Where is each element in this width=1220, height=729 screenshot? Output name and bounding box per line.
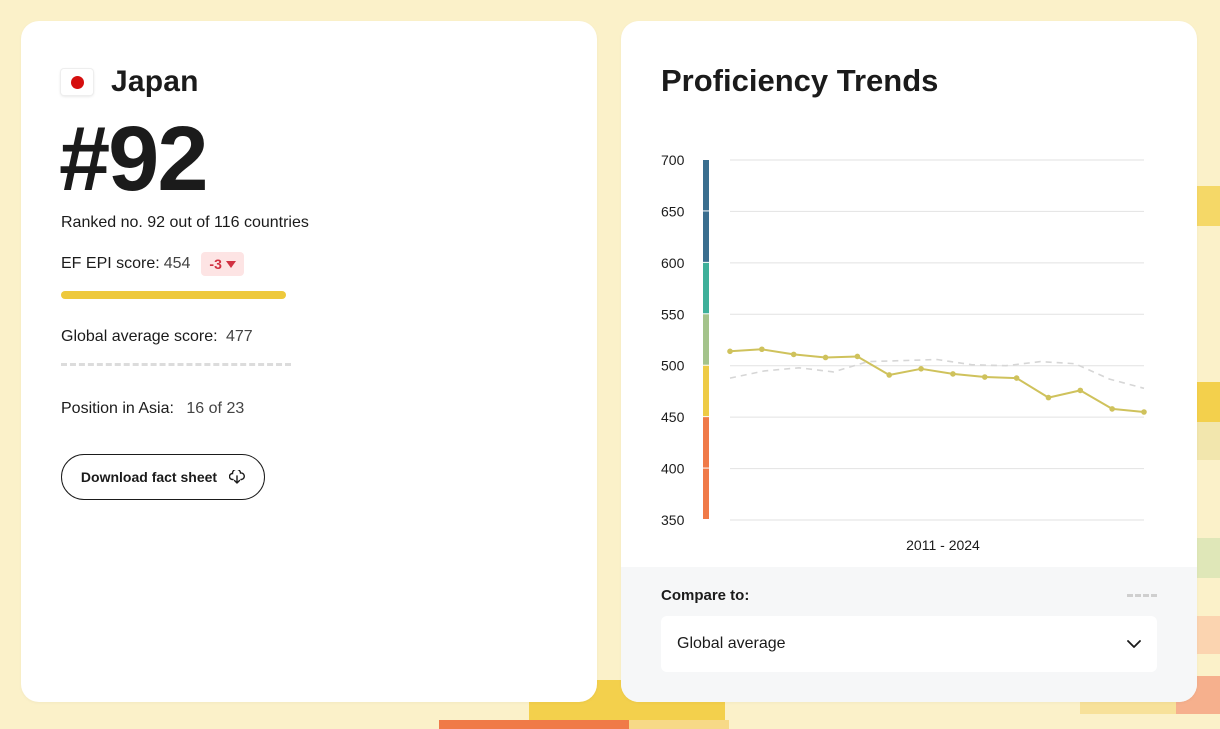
global-average-value: 477 <box>225 328 253 345</box>
asia-position-row: Position in Asia: 16 of 23 <box>61 400 244 418</box>
proficiency-band <box>703 211 709 262</box>
proficiency-band <box>703 160 709 211</box>
data-point <box>790 351 797 358</box>
compare-label: Compare to: <box>661 587 750 604</box>
triangle-down-icon <box>225 260 236 268</box>
data-point <box>981 374 988 380</box>
data-point <box>822 354 829 361</box>
compare-select[interactable]: Global average <box>661 616 1157 672</box>
score-delta-badge: -3 <box>201 252 244 276</box>
data-point <box>1077 387 1084 394</box>
y-tick-label: 450 <box>661 409 685 425</box>
country-series-line <box>729 348 1145 413</box>
bg-block <box>1196 422 1220 460</box>
bg-block <box>1196 382 1220 422</box>
ranked-text: Ranked no. 92 out of 116 countries <box>61 214 309 231</box>
score-value: 454 <box>163 255 191 272</box>
bg-block <box>1196 538 1220 578</box>
proficiency-band <box>703 262 709 314</box>
compare-selected-value: Global average <box>677 635 786 652</box>
proficiency-band <box>703 365 709 417</box>
bg-block <box>439 720 629 729</box>
data-point <box>759 346 765 353</box>
score-label: EF EPI score: <box>61 255 160 272</box>
global-average-row: Global average score: 477 <box>61 328 253 346</box>
proficiency-band <box>703 314 709 365</box>
score-bar <box>61 291 286 299</box>
country-card: Japan #92 Ranked no. 92 out of 116 count… <box>21 21 597 702</box>
data-point <box>886 372 893 378</box>
country-name: Japan <box>111 65 199 98</box>
asia-position-value: 16 of 23 <box>186 400 245 417</box>
japan-flag-icon <box>61 69 93 95</box>
global-average-dash <box>61 363 291 366</box>
score-delta-value: -3 <box>209 256 222 272</box>
proficiency-chart: 700 650 600 550 500 450 400 350 2011 - 2024 <box>661 152 1147 553</box>
rank-number: #92 <box>59 108 208 210</box>
asia-position-label: Position in Asia: <box>61 400 174 417</box>
y-tick-label: 600 <box>661 255 685 271</box>
data-point <box>950 371 956 377</box>
data-point <box>727 348 733 355</box>
download-button-label: Download fact sheet <box>80 469 218 485</box>
chevron-down-icon <box>1127 639 1141 648</box>
score-row: EF EPI score: 454 -3 <box>61 252 244 276</box>
data-point <box>1013 375 1020 381</box>
compare-panel: Compare to: Global average <box>621 567 1197 702</box>
country-header: Japan <box>61 65 199 99</box>
x-axis-label: 2011 - 2024 <box>906 537 980 553</box>
download-fact-sheet-button[interactable]: Download fact sheet <box>61 454 265 500</box>
y-tick-label: 550 <box>661 306 685 322</box>
compare-legend-dash <box>1127 594 1157 597</box>
y-tick-label: 350 <box>661 512 685 528</box>
bg-block <box>1196 616 1220 654</box>
data-point <box>1109 406 1115 412</box>
trends-card: Proficiency Trends 700 650 600 550 500 450 400… <box>621 21 1197 702</box>
y-tick-label: 500 <box>661 358 685 374</box>
data-point <box>854 353 861 360</box>
global-average-label: Global average score: <box>61 328 218 345</box>
data-point <box>918 366 924 372</box>
y-tick-label: 650 <box>661 203 685 219</box>
cloud-download-icon <box>229 470 246 484</box>
data-point <box>1045 394 1052 401</box>
y-tick-label: 700 <box>661 152 685 168</box>
bg-block <box>1196 186 1220 226</box>
y-tick-label: 400 <box>661 461 685 477</box>
bg-block <box>629 720 729 729</box>
proficiency-band <box>703 468 709 519</box>
trends-title: Proficiency Trends <box>661 63 939 98</box>
data-point <box>1141 409 1147 415</box>
global-average-line <box>729 358 1145 390</box>
proficiency-band <box>703 417 709 468</box>
